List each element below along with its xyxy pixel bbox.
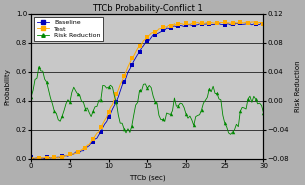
Title: TTCb Probability-Conflict 1: TTCb Probability-Conflict 1 (92, 4, 203, 13)
Line: Risk Reduction: Risk Reduction (31, 67, 264, 134)
Risk Reduction (250, 101, 254, 103)
Risk Reduction (85, 107, 89, 109)
Risk Reduction (229, 133, 232, 135)
Y-axis label: Probability: Probability (4, 68, 10, 105)
Risk Reduction (262, 112, 265, 114)
Y-axis label: Risk Reduction: Risk Reduction (295, 60, 301, 112)
Risk Reduction (188, 115, 192, 117)
Risk Reduction (29, 95, 33, 98)
X-axis label: TTCb (sec): TTCb (sec) (129, 174, 166, 181)
Risk Reduction (177, 105, 180, 107)
Risk Reduction (55, 112, 58, 115)
Risk Reduction (130, 125, 134, 127)
Legend: Baseline, Test, Risk Reduction: Baseline, Test, Risk Reduction (34, 17, 103, 41)
Risk Reduction (37, 66, 41, 68)
